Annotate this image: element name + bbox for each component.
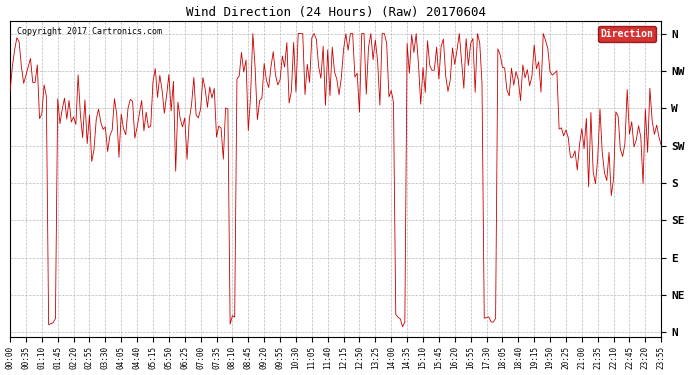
Text: Copyright 2017 Cartronics.com: Copyright 2017 Cartronics.com [17,27,161,36]
Legend: Direction: Direction [598,26,656,42]
Title: Wind Direction (24 Hours) (Raw) 20170604: Wind Direction (24 Hours) (Raw) 20170604 [186,6,486,18]
